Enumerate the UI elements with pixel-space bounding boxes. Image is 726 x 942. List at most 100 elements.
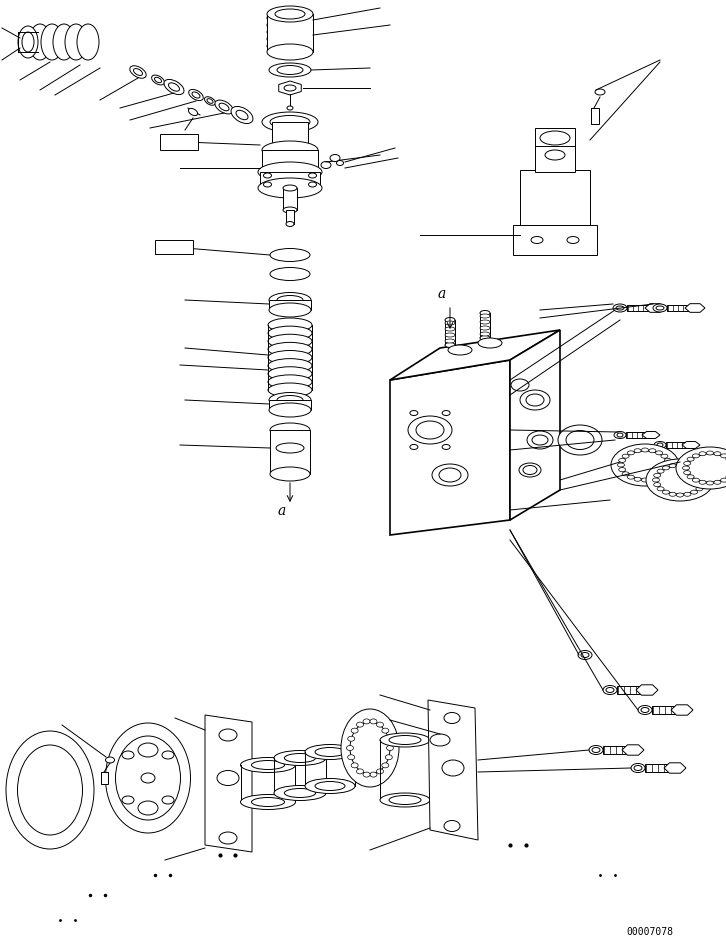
Ellipse shape xyxy=(262,141,318,159)
Ellipse shape xyxy=(275,9,305,19)
Ellipse shape xyxy=(53,24,75,60)
Ellipse shape xyxy=(115,736,181,820)
Ellipse shape xyxy=(558,425,602,455)
Ellipse shape xyxy=(386,737,392,741)
Ellipse shape xyxy=(268,350,312,365)
Ellipse shape xyxy=(664,467,672,472)
Ellipse shape xyxy=(168,83,179,91)
Ellipse shape xyxy=(351,763,358,768)
Bar xyxy=(535,128,575,146)
Ellipse shape xyxy=(215,100,233,114)
Ellipse shape xyxy=(356,723,364,727)
Ellipse shape xyxy=(696,469,703,473)
Ellipse shape xyxy=(613,304,627,312)
Bar xyxy=(513,225,597,255)
Ellipse shape xyxy=(309,182,317,187)
Ellipse shape xyxy=(268,326,312,340)
Ellipse shape xyxy=(258,162,322,182)
Ellipse shape xyxy=(669,463,676,468)
Ellipse shape xyxy=(277,66,303,74)
Ellipse shape xyxy=(236,110,248,120)
Ellipse shape xyxy=(442,411,450,415)
Ellipse shape xyxy=(269,303,311,317)
Ellipse shape xyxy=(442,760,464,776)
Ellipse shape xyxy=(162,751,174,759)
Ellipse shape xyxy=(478,338,502,348)
Ellipse shape xyxy=(240,794,295,809)
Ellipse shape xyxy=(714,452,721,456)
Ellipse shape xyxy=(656,451,663,455)
Bar xyxy=(535,145,575,172)
Bar xyxy=(160,134,198,150)
Ellipse shape xyxy=(270,116,310,128)
Ellipse shape xyxy=(267,38,313,54)
Bar xyxy=(617,686,647,694)
Ellipse shape xyxy=(444,712,460,723)
Ellipse shape xyxy=(693,454,699,458)
Ellipse shape xyxy=(519,463,541,477)
Bar xyxy=(155,240,193,254)
Ellipse shape xyxy=(283,185,297,191)
Ellipse shape xyxy=(268,318,312,332)
Ellipse shape xyxy=(706,481,714,485)
Ellipse shape xyxy=(267,10,313,26)
Ellipse shape xyxy=(592,748,600,753)
Ellipse shape xyxy=(631,764,645,772)
Ellipse shape xyxy=(430,734,450,746)
Ellipse shape xyxy=(270,423,310,437)
Bar xyxy=(666,442,691,448)
Bar xyxy=(269,400,311,410)
Ellipse shape xyxy=(217,771,239,786)
Polygon shape xyxy=(510,330,560,520)
Ellipse shape xyxy=(657,466,703,494)
Ellipse shape xyxy=(532,435,548,445)
Ellipse shape xyxy=(687,475,694,479)
Ellipse shape xyxy=(676,447,726,489)
Ellipse shape xyxy=(690,490,698,495)
Ellipse shape xyxy=(540,131,570,145)
Ellipse shape xyxy=(618,463,624,467)
Bar xyxy=(652,706,682,714)
Ellipse shape xyxy=(696,487,703,491)
Ellipse shape xyxy=(661,472,668,476)
Ellipse shape xyxy=(219,729,237,741)
Ellipse shape xyxy=(370,772,377,777)
Text: a: a xyxy=(438,287,446,301)
Ellipse shape xyxy=(268,375,312,389)
Ellipse shape xyxy=(684,462,690,465)
Ellipse shape xyxy=(684,493,691,496)
Bar xyxy=(283,188,297,210)
Ellipse shape xyxy=(305,778,355,793)
Ellipse shape xyxy=(416,421,444,439)
Ellipse shape xyxy=(268,342,312,356)
Ellipse shape xyxy=(677,463,683,467)
Ellipse shape xyxy=(581,653,589,658)
Ellipse shape xyxy=(162,796,174,804)
Ellipse shape xyxy=(589,745,603,755)
Ellipse shape xyxy=(321,161,331,169)
Ellipse shape xyxy=(138,801,158,815)
Ellipse shape xyxy=(682,466,690,470)
Ellipse shape xyxy=(348,755,355,760)
Bar xyxy=(520,170,590,225)
Ellipse shape xyxy=(603,686,617,694)
Ellipse shape xyxy=(641,707,649,712)
Ellipse shape xyxy=(309,173,317,178)
Ellipse shape xyxy=(531,236,543,243)
Ellipse shape xyxy=(669,493,676,496)
Ellipse shape xyxy=(634,478,641,481)
Ellipse shape xyxy=(653,482,661,487)
Ellipse shape xyxy=(657,487,664,491)
Ellipse shape xyxy=(649,448,656,453)
Ellipse shape xyxy=(267,24,313,40)
Ellipse shape xyxy=(445,333,455,337)
Ellipse shape xyxy=(240,757,295,772)
Ellipse shape xyxy=(595,89,605,95)
Ellipse shape xyxy=(721,479,726,482)
Ellipse shape xyxy=(662,466,669,470)
Ellipse shape xyxy=(445,321,455,325)
Ellipse shape xyxy=(656,306,664,310)
Ellipse shape xyxy=(267,17,313,33)
Ellipse shape xyxy=(277,396,303,404)
Ellipse shape xyxy=(432,464,468,486)
